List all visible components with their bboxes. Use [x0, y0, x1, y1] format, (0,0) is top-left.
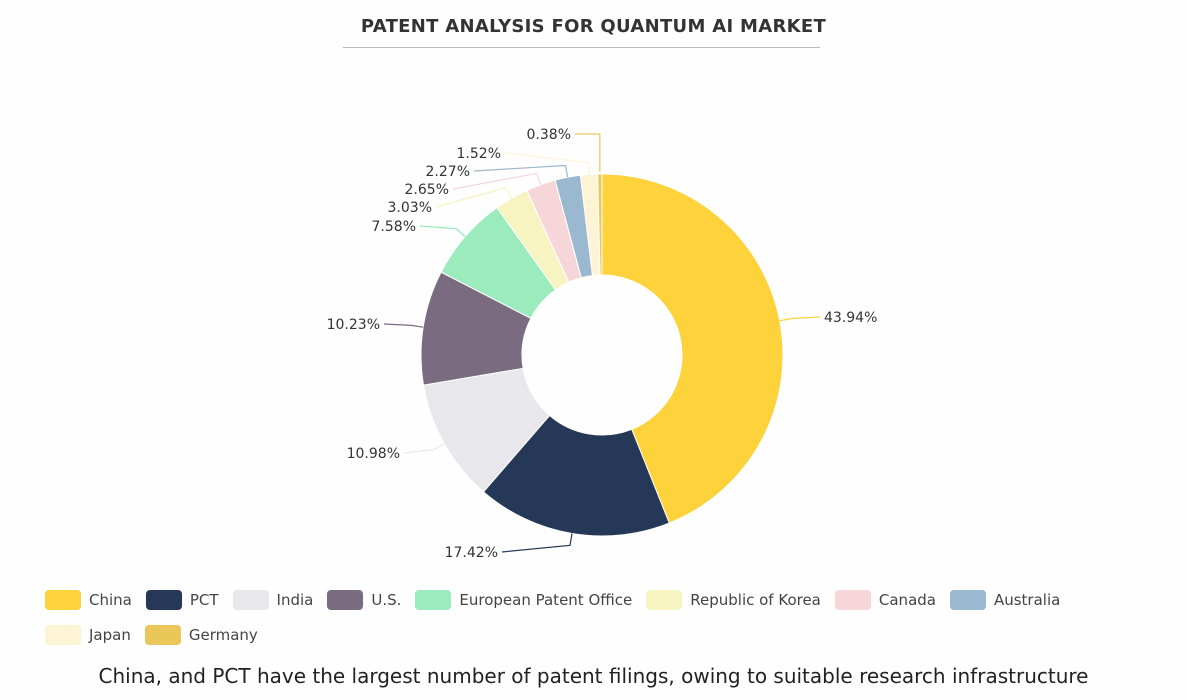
data-label: 2.27%	[426, 164, 470, 180]
legend-swatch	[950, 590, 986, 610]
leader-line	[502, 533, 572, 552]
leader-line	[780, 317, 820, 321]
legend-swatch	[146, 590, 182, 610]
leader-line	[575, 134, 600, 172]
data-label: 1.52%	[457, 146, 501, 162]
leader-line	[384, 324, 423, 327]
data-label: 10.98%	[347, 446, 400, 462]
legend-label: Republic of Korea	[690, 591, 821, 609]
legend-item[interactable]: India	[233, 588, 314, 612]
legend-item[interactable]: Germany	[145, 623, 258, 647]
legend-label: Germany	[189, 626, 258, 644]
legend-label: China	[89, 591, 132, 609]
legend-label: Australia	[994, 591, 1060, 609]
legend-label: PCT	[190, 591, 219, 609]
legend-label: U.S.	[371, 591, 401, 609]
chart-caption: China, and PCT have the largest number o…	[0, 664, 1187, 688]
data-label: 3.03%	[388, 200, 432, 216]
legend-item[interactable]: Japan	[45, 623, 131, 647]
legend-item[interactable]: Australia	[950, 588, 1060, 612]
legend: China PCT India U.S. European Patent Office R…	[45, 588, 1185, 658]
legend-label: Canada	[879, 591, 936, 609]
legend-item[interactable]: China	[45, 588, 132, 612]
data-label: 7.58%	[372, 219, 416, 235]
legend-swatch	[233, 590, 269, 610]
leader-line	[404, 444, 444, 453]
data-label: 2.65%	[405, 182, 449, 198]
data-label: 0.38%	[527, 127, 571, 143]
legend-item[interactable]: Republic of Korea	[646, 588, 821, 612]
legend-swatch	[45, 625, 81, 645]
legend-label: India	[277, 591, 314, 609]
data-label: 43.94%	[824, 310, 877, 326]
legend-swatch	[45, 590, 81, 610]
data-label: 17.42%	[445, 545, 498, 561]
legend-swatch	[835, 590, 871, 610]
legend-item[interactable]: U.S.	[327, 588, 401, 612]
legend-item[interactable]: Canada	[835, 588, 936, 612]
data-label: 10.23%	[327, 317, 380, 333]
leader-line	[420, 226, 465, 237]
legend-item[interactable]: PCT	[146, 588, 219, 612]
legend-swatch	[415, 590, 451, 610]
legend-label: European Patent Office	[459, 591, 632, 609]
legend-label: Japan	[89, 626, 131, 644]
leader-line	[474, 165, 568, 177]
donut-chart: 43.94% 17.42% 10.98% 10.23% 7.58% 3.03% 2.65% 2…	[0, 0, 1187, 590]
legend-item[interactable]: European Patent Office	[415, 588, 632, 612]
leader-line	[505, 153, 589, 174]
legend-swatch	[646, 590, 682, 610]
legend-swatch	[145, 625, 181, 645]
legend-swatch	[327, 590, 363, 610]
